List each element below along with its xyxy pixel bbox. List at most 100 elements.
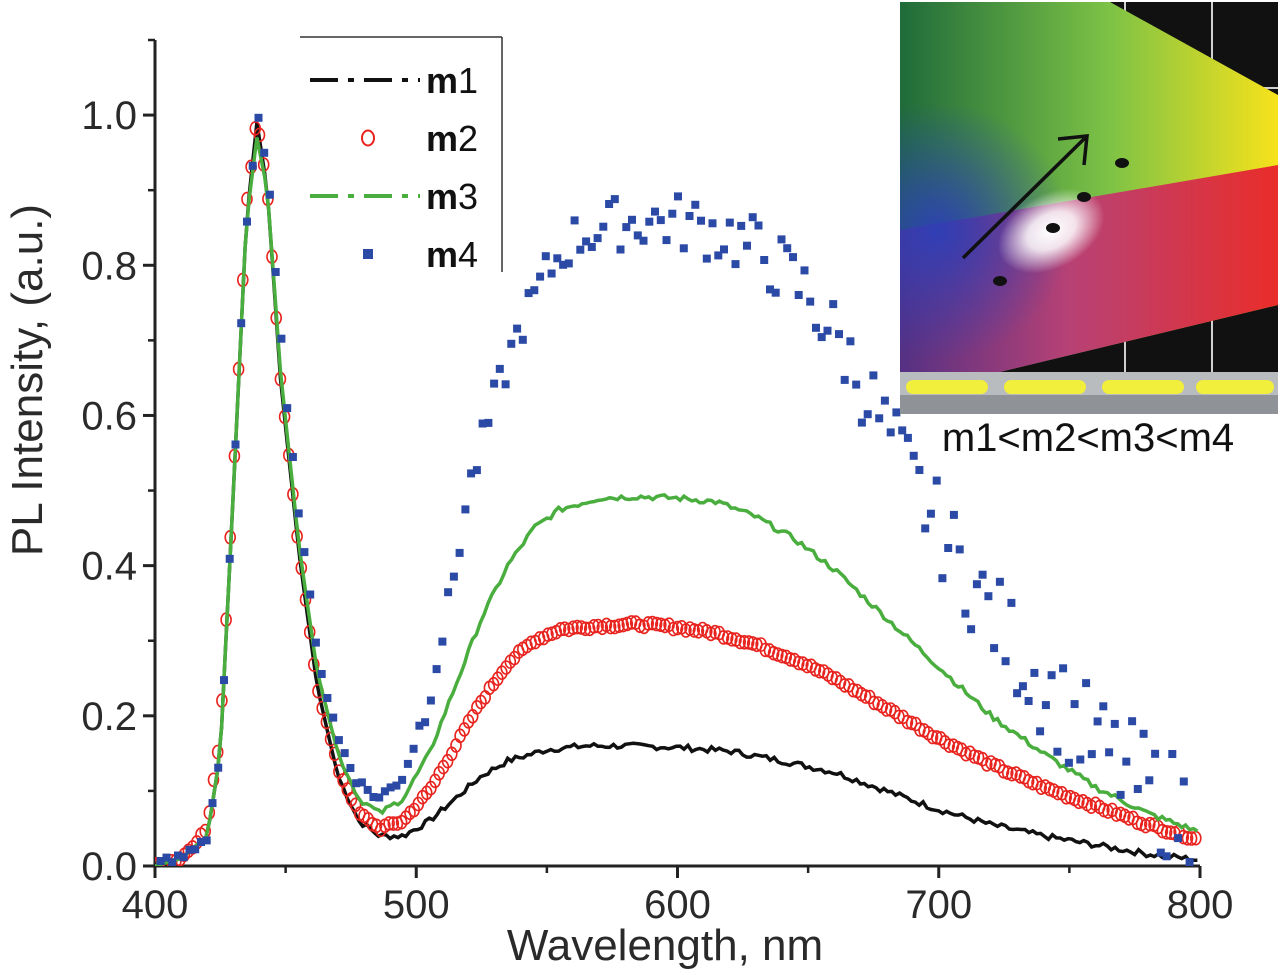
series-point-m4	[559, 260, 568, 269]
series-point-m4	[1030, 668, 1039, 677]
series-point-m4	[857, 418, 866, 427]
y-tick-label: 0.8	[81, 244, 137, 288]
series-point-m4	[1013, 689, 1022, 698]
series-point-m4	[392, 781, 401, 790]
series-point-m4	[800, 266, 809, 275]
series-point-m4	[921, 524, 930, 533]
series-point-m2	[738, 634, 751, 650]
series-point-m4	[760, 256, 769, 264]
series-point-m4	[254, 113, 263, 122]
cie-points	[993, 158, 1129, 286]
series-point-m4	[225, 554, 234, 563]
series-point-m4	[605, 200, 614, 208]
series-point-m4	[892, 408, 901, 417]
series-point-m4	[794, 291, 803, 299]
series-point-m4	[536, 272, 545, 281]
series-point-m4	[685, 212, 694, 220]
series-point-m4	[1128, 717, 1137, 726]
series-point-m4	[714, 251, 723, 260]
series-point-m4	[1168, 750, 1177, 758]
legend-swatch-m4	[363, 249, 373, 259]
series-point-m2	[909, 716, 922, 732]
series-point-m4	[472, 466, 481, 475]
series-point-m4	[283, 404, 292, 413]
series-point-m4	[369, 793, 378, 801]
series-point-m4	[1001, 657, 1010, 666]
series-point-m4	[932, 476, 941, 485]
legend-item-m3: m3	[310, 176, 478, 217]
series-point-m4	[616, 245, 625, 254]
series-point-m4	[426, 696, 435, 705]
series-point-m4	[1024, 697, 1033, 705]
series-point-m4	[507, 339, 516, 348]
series-point-m4	[421, 718, 430, 727]
series-point-m4	[817, 333, 826, 342]
series-point-m4	[829, 300, 838, 309]
series-point-m2	[1131, 815, 1144, 831]
series-point-m2	[253, 127, 266, 143]
series-point-m4	[967, 625, 976, 634]
series-m4	[156, 113, 1194, 866]
y-tick-label: 0.2	[81, 695, 137, 739]
series-point-m4	[651, 207, 659, 216]
series-point-m2	[429, 773, 441, 789]
series-point-m4	[197, 838, 205, 846]
led-sample-m1	[906, 380, 988, 394]
series-point-m4	[880, 396, 889, 405]
series-point-m4	[593, 234, 602, 243]
legend-item-m1: m1	[310, 60, 478, 101]
series-point-m4	[174, 851, 182, 860]
series-point-m4	[311, 638, 320, 647]
series-point-m4	[329, 713, 338, 722]
series-point-m4	[461, 505, 470, 514]
series-point-m4	[1082, 679, 1091, 688]
series-point-m4	[812, 323, 820, 332]
series-point-m4	[1076, 755, 1085, 764]
series-point-m2	[387, 816, 400, 831]
series-point-m4	[1105, 748, 1114, 757]
series-point-m4	[243, 217, 251, 226]
series-point-m4	[386, 783, 395, 792]
series-point-m4	[524, 289, 533, 298]
series-point-m4	[984, 592, 993, 601]
series-point-m4	[582, 237, 591, 246]
series-point-m2	[667, 621, 680, 637]
series-point-m4	[547, 269, 556, 278]
series-point-m4	[909, 451, 918, 460]
series-point-m2	[642, 616, 655, 631]
series-point-m2	[688, 623, 701, 638]
series-point-m4	[789, 253, 797, 262]
series-point-m4	[938, 574, 947, 583]
series-point-m4	[478, 419, 487, 428]
series-point-m4	[978, 570, 987, 579]
cie-point-m1	[993, 276, 1007, 286]
series-point-m4	[995, 577, 1004, 586]
series-point-m4	[599, 222, 608, 231]
series-point-m4	[490, 379, 499, 388]
series-point-m2	[567, 620, 579, 636]
series-point-m4	[1018, 682, 1027, 691]
series-point-m4	[265, 190, 274, 199]
series-point-m4	[875, 414, 884, 423]
series-point-m4	[185, 845, 194, 854]
legend-label-m4: m4	[426, 234, 478, 275]
series-point-m4	[1162, 852, 1171, 861]
y-axis-title: PL Intensity, (a.u.)	[3, 204, 52, 556]
legend-label-m3: m3	[426, 176, 478, 217]
series-point-m2	[646, 615, 659, 631]
legend-item-m2: m2	[361, 118, 478, 159]
series-point-m4	[955, 545, 964, 554]
series-point-m4	[1036, 727, 1045, 736]
series-point-m4	[179, 853, 188, 862]
series-point-m2	[960, 746, 972, 762]
series-point-m4	[380, 787, 389, 796]
series-point-m4	[162, 853, 171, 862]
series-point-m4	[720, 245, 728, 254]
cie-point-m2	[1046, 223, 1060, 233]
series-point-m4	[340, 749, 349, 758]
series-point-m4	[277, 334, 286, 343]
series-point-m2	[1144, 816, 1156, 832]
series-point-m4	[294, 509, 303, 518]
series-point-m4	[352, 779, 361, 788]
x-tick-label: 500	[383, 883, 450, 927]
